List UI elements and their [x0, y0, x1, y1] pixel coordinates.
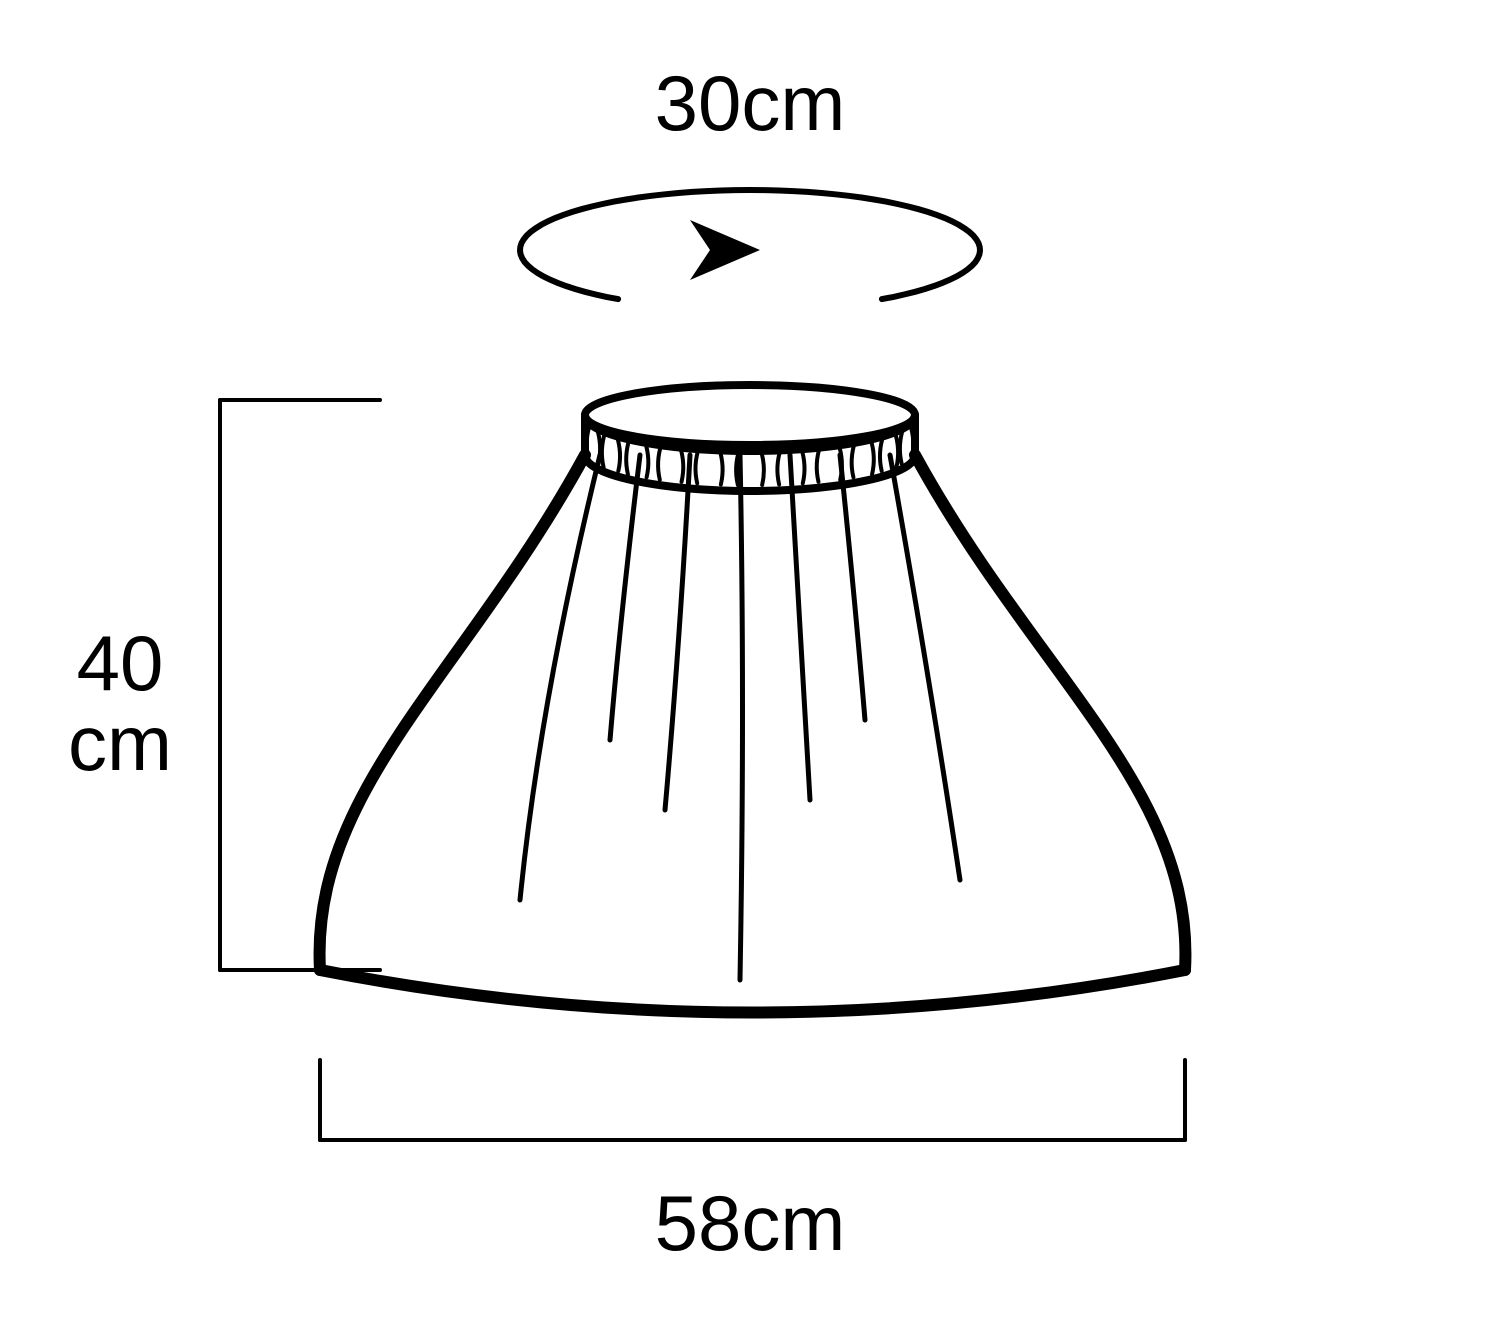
skirt-size-diagram: 30cm 58cm 40cm — [0, 0, 1500, 1343]
label-waist: 30cm — [655, 59, 846, 147]
circumference-arrowhead — [690, 220, 760, 280]
waistband-top — [585, 385, 915, 445]
gather-line-5 — [840, 455, 865, 720]
skirt-side-right — [915, 455, 1185, 970]
skirt-hem — [320, 970, 1185, 1013]
gather-line-0 — [520, 455, 600, 900]
circumference-arc — [520, 190, 980, 299]
skirt-gather-lines — [520, 455, 960, 980]
gather-line-4 — [790, 455, 810, 800]
gather-line-3 — [740, 455, 743, 980]
waistband-band — [585, 415, 915, 491]
label-height-unit: cm — [68, 699, 172, 787]
gather-line-2 — [665, 455, 690, 810]
gather-line-1 — [610, 455, 640, 740]
label-hem: 58cm — [655, 1179, 846, 1267]
label-height-value: 40 — [77, 619, 164, 707]
